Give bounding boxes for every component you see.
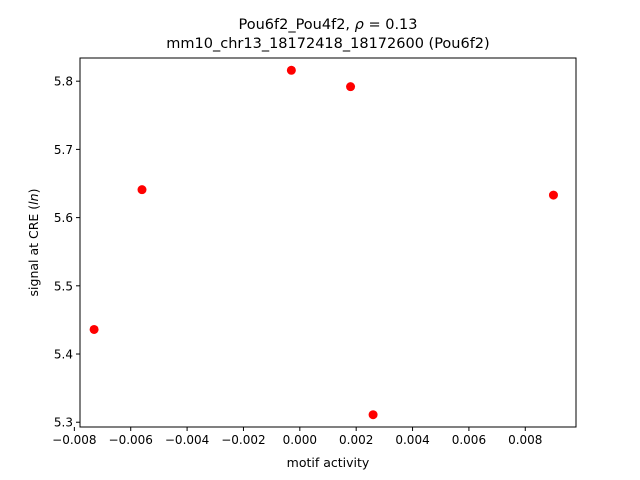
data-point	[286, 65, 296, 75]
data-point	[89, 324, 99, 334]
x-tick-label: 0.002	[339, 433, 373, 447]
y-axis-label: signal at CRE (ln)	[26, 189, 41, 297]
plot-area-frame	[79, 57, 577, 428]
x-tick-label: 0.006	[452, 433, 486, 447]
x-tick-label: 0.008	[508, 433, 542, 447]
x-tick-label: −0.002	[221, 433, 265, 447]
data-point	[368, 410, 378, 420]
y-tick-label: 5.7	[54, 143, 73, 157]
y-tick-label: 5.3	[54, 416, 73, 430]
y-axis-ticks: 5.3 5.4 5.5 5.6 5.7 5.8	[54, 75, 80, 430]
x-tick-label: −0.008	[52, 433, 96, 447]
x-tick-label: 0.004	[395, 433, 429, 447]
x-tick-label: 0.000	[283, 433, 317, 447]
x-axis-label: motif activity	[287, 455, 370, 470]
y-tick-label: 5.4	[54, 348, 73, 362]
chart-title-line2: mm10_chr13_18172418_18172600 (Pou6f2)	[166, 36, 489, 52]
data-point	[548, 190, 558, 200]
chart-title-line1: Pou6f2_Pou4f2, ρ = 0.13	[238, 17, 417, 33]
x-tick-label: −0.006	[109, 433, 153, 447]
data-point	[137, 185, 147, 195]
data-point	[346, 82, 356, 92]
y-tick-label: 5.5	[54, 279, 73, 293]
x-tick-label: −0.004	[165, 433, 209, 447]
y-tick-label: 5.6	[54, 211, 73, 225]
data-points	[89, 65, 558, 420]
y-tick-label: 5.8	[54, 75, 73, 89]
x-axis-ticks: −0.008 −0.006 −0.004 −0.002 0.000 0.002 0.004 0…	[52, 427, 542, 447]
